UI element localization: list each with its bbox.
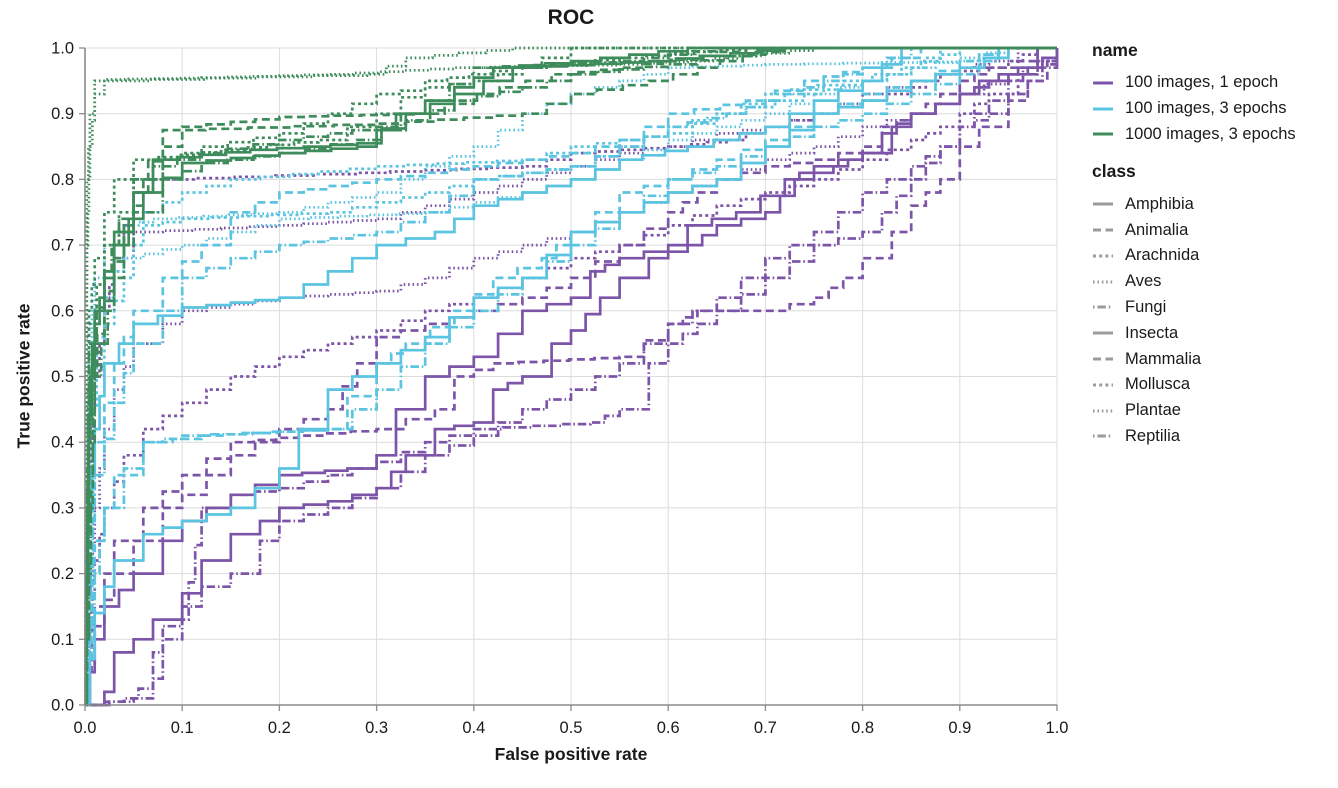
y-axis-title: True positive rate [13,303,34,449]
roc-curve [84,46,1057,707]
legend-swatch-line [1093,434,1113,438]
roc-curve [85,46,1057,707]
x-tick-label: 1.0 [1046,719,1069,737]
legend-swatch-line [1093,228,1113,232]
legend-item-label: Insecta [1125,323,1179,342]
legend-swatch-line [1093,331,1113,335]
roc-curve [85,48,1059,707]
x-tick-label: 0.0 [74,719,97,737]
legend-class-item: Mammalia [1092,346,1296,372]
x-tick-label: 0.6 [657,719,680,737]
legend-swatch-line [1093,202,1113,206]
legend-name-item: 1000 images, 3 epochs [1092,122,1296,148]
y-tick-label: 0.9 [51,105,74,123]
y-tick-label: 0.3 [51,499,74,517]
y-tick-label: 0.8 [51,171,74,189]
legend-class-items: Amphibia Animalia Arachnida Aves Fungi Insect… [1092,191,1296,449]
legend-class-item: Reptilia [1092,424,1296,450]
legend-item-label: Mollusca [1125,375,1191,394]
legend-class-title: class [1092,161,1136,182]
x-axis-title: False positive rate [494,744,648,764]
roc-curve [85,46,1057,707]
y-tick-label: 1.0 [51,40,74,58]
legend-swatch-line [1093,81,1113,85]
legend-name-items: 100 images, 1 epoch 100 images, 3 epochs 1… [1092,70,1296,147]
legend-name-item: 100 images, 3 epochs [1092,96,1296,122]
y-tick-label: 0.7 [51,237,74,255]
legend-item-label: 100 images, 1 epoch [1125,73,1279,92]
x-tick-label: 0.1 [171,719,194,737]
legend-swatch-line [1093,254,1113,258]
roc-curve [84,46,1057,707]
x-tick-label: 0.7 [754,719,777,737]
roc-curve [84,46,1057,707]
x-tick-label: 0.5 [560,719,583,737]
roc-curve [85,48,1059,707]
legend-class-item: Fungi [1092,295,1296,321]
legend-item-label: Aves [1125,272,1162,291]
x-tick-label: 0.3 [365,719,388,737]
legend-name-item: 100 images, 1 epoch [1092,70,1296,96]
legend-item-label: Arachnida [1125,246,1200,265]
x-tick-label: 0.4 [462,719,485,737]
chart-title: ROC [547,6,595,29]
legend-name-title: name [1092,40,1138,60]
x-tick-label: 0.9 [948,719,971,737]
legend-item-label: Fungi [1125,297,1167,316]
legend-swatch-line [1093,280,1113,284]
roc-curve [85,48,1059,707]
roc-curve [84,46,1057,707]
legend-class-item: Insecta [1092,320,1296,346]
legend-item-label: Amphibia [1125,194,1194,213]
legend-class-item: Arachnida [1092,243,1296,269]
roc-curve [84,46,1057,707]
legend-item-label: 100 images, 3 epochs [1125,99,1287,118]
y-tick-label: 0.2 [51,565,74,583]
legend-item-label: 1000 images, 3 epochs [1125,124,1296,143]
legend-class-item: Plantae [1092,398,1296,424]
legend: name 100 images, 1 epoch 100 images, 3 ep… [1092,40,1296,449]
roc-curve [85,46,1057,707]
x-tick-label: 0.2 [268,719,291,737]
roc-curve [84,46,1057,707]
roc-curve [85,46,1057,707]
legend-swatch-line [1093,383,1113,387]
y-tick-label: 0.1 [51,631,74,649]
y-tick-label: 0.6 [51,302,74,320]
y-tick-label: 0.0 [51,697,74,715]
legend-class-item: Animalia [1092,217,1296,243]
roc-curve [84,46,1057,707]
legend-item-label: Mammalia [1125,349,1202,368]
legend-swatch-line [1093,305,1113,309]
legend-class-item: Aves [1092,269,1296,295]
legend-item-label: Animalia [1125,220,1189,239]
roc-curve [84,46,1057,707]
legend-class-item: Mollusca [1092,372,1296,398]
y-tick-label: 0.5 [51,368,74,386]
legend-swatch-line [1093,409,1113,413]
legend-swatch-line [1093,132,1113,136]
legend-item-label: Reptilia [1125,426,1181,445]
legend-swatch-line [1093,357,1113,361]
y-tick-label: 0.4 [51,434,74,452]
roc-curve [85,48,1059,707]
legend-item-label: Plantae [1125,401,1181,420]
legend-swatch-line [1093,107,1113,111]
roc-curve [84,46,1057,707]
legend-class-item: Amphibia [1092,191,1296,217]
x-tick-label: 0.8 [851,719,874,737]
roc-curve [85,46,1057,707]
